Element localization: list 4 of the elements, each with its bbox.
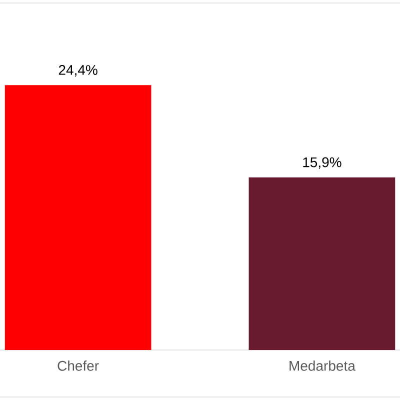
x-tick-label: Chefer	[58, 360, 99, 371]
x-tick-label: Medarbeta	[290, 360, 356, 371]
data-label: 15,9%	[303, 157, 342, 169]
data-label: 24,4%	[58, 65, 98, 77]
